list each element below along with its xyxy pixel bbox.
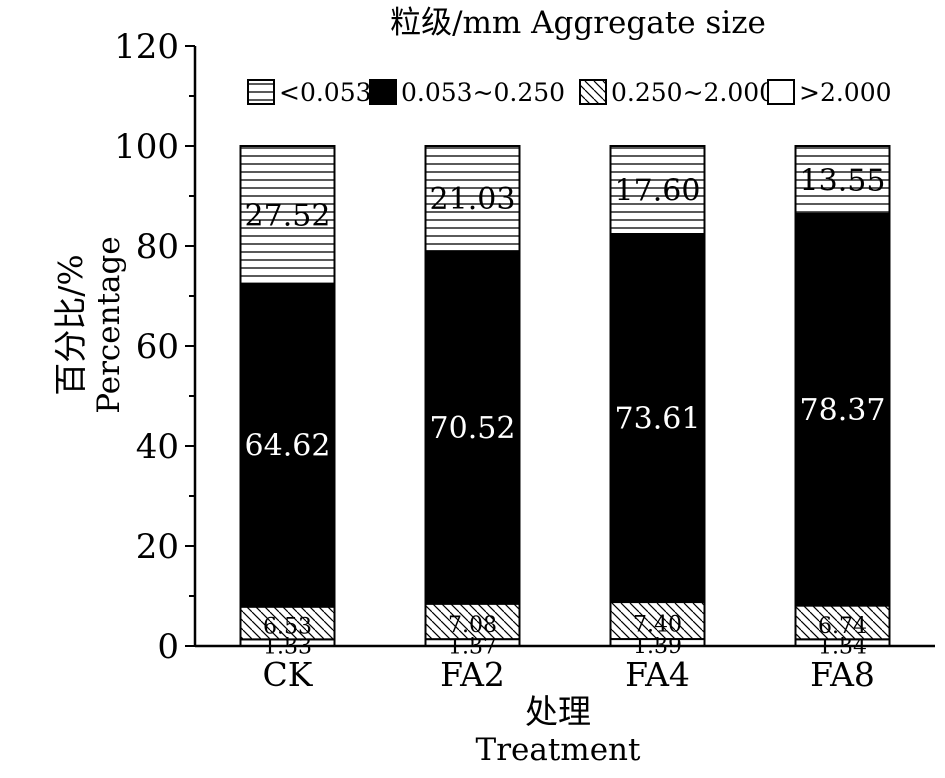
data-label: 17.60 [615, 174, 701, 209]
bar-segment-FA2-3 [424, 145, 521, 253]
y-tick-label: 40 [136, 427, 179, 467]
bar-segment-FA4-2 [609, 233, 706, 604]
legend-label: >2.000 [799, 78, 892, 107]
y-axis-label-en: Percentage [91, 236, 127, 413]
data-label: 27.52 [245, 198, 331, 233]
data-label: 78.37 [800, 393, 886, 428]
x-tick-label: CK [263, 655, 314, 694]
data-label: 70.52 [430, 411, 516, 446]
bar-segment-FA4-3 [609, 145, 706, 235]
chart-title: 粒级/mm Aggregate size [390, 5, 766, 41]
bar-segment-FA8-3 [794, 145, 891, 215]
legend-swatch [369, 79, 397, 105]
y-tick-label: 120 [114, 27, 179, 67]
x-axis-label-en: Treatment [476, 732, 641, 768]
bar-segment-FA2-1 [424, 602, 521, 641]
bar-segment-CK-2 [239, 282, 336, 608]
legend-label: 0.053~0.250 [401, 78, 565, 107]
legend-swatch [247, 79, 275, 105]
y-tick-label: 20 [136, 527, 179, 567]
data-label: 73.61 [615, 402, 701, 437]
data-label: 64.62 [245, 429, 331, 464]
data-label: 21.03 [430, 182, 516, 217]
legend: <0.053 0.053~0.250 0.250~2.000 >2.000 [247, 78, 892, 107]
x-axis-label-cn: 处理 [525, 692, 591, 731]
x-tick-label: FA2 [440, 655, 505, 694]
x-tick-label: FA8 [810, 655, 875, 694]
y-tick-label: 100 [114, 127, 179, 167]
legend-swatch [579, 79, 607, 105]
y-tick-label: 60 [136, 327, 179, 367]
bar-segment-CK-3 [239, 145, 336, 285]
data-label: 7.08 [448, 613, 497, 638]
legend-swatch [767, 79, 795, 105]
bar-segment-FA2-2 [424, 250, 521, 605]
data-label: 6.74 [818, 614, 867, 639]
bars-group: 1.336.5364.6227.52CK1.377.0870.5221.03FA… [239, 145, 891, 694]
x-tick-label: FA4 [625, 655, 690, 694]
y-tick-label: 0 [157, 627, 179, 667]
y-axis-label-cn: 百分比/% [51, 254, 90, 395]
legend-label: <0.053 [279, 78, 372, 107]
data-label: 13.55 [800, 163, 886, 198]
axes-group: 0 20 40 60 80 100 120 [114, 27, 935, 667]
data-label: 6.53 [263, 615, 312, 640]
legend-label: 0.250~2.000 [611, 78, 775, 107]
data-label: 7.40 [633, 612, 682, 637]
y-tick-label: 80 [136, 227, 179, 267]
bar-segment-FA8-2 [794, 212, 891, 607]
